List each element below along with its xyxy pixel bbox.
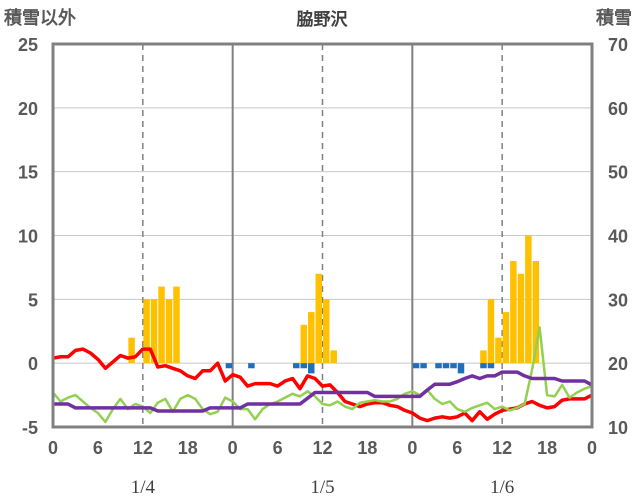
left-tick-label: -5 bbox=[22, 418, 38, 438]
x-tick-label: 12 bbox=[133, 438, 153, 458]
line-series bbox=[52, 326, 593, 424]
bar bbox=[457, 363, 465, 374]
bar bbox=[128, 337, 135, 364]
right-axis-label: 積雪 bbox=[595, 7, 632, 28]
bar bbox=[480, 350, 487, 364]
right-tick-label: 40 bbox=[608, 227, 628, 247]
right-tick-label: 10 bbox=[608, 418, 628, 438]
bar bbox=[442, 363, 450, 369]
bar bbox=[495, 337, 502, 364]
bar bbox=[315, 273, 322, 364]
x-tick-label: 18 bbox=[178, 438, 198, 458]
bar bbox=[293, 363, 300, 369]
series-line bbox=[52, 347, 593, 423]
bar bbox=[300, 324, 308, 364]
bar bbox=[525, 235, 532, 364]
left-tick-label: 10 bbox=[18, 227, 38, 247]
bar bbox=[323, 299, 330, 364]
left-tick-label: 15 bbox=[18, 163, 38, 183]
x-tick-label: 0 bbox=[48, 438, 58, 458]
bar bbox=[480, 363, 487, 369]
bar bbox=[150, 299, 158, 364]
grid bbox=[53, 44, 592, 427]
x-tick-label: 6 bbox=[93, 438, 103, 458]
date-label: 1/6 bbox=[490, 477, 514, 498]
x-tick-label: 12 bbox=[312, 438, 332, 458]
x-tick-label: 18 bbox=[357, 438, 377, 458]
bar bbox=[165, 299, 173, 364]
bar bbox=[308, 312, 315, 364]
left-tick-label: 20 bbox=[18, 99, 38, 119]
bar bbox=[502, 312, 510, 364]
plot-frame bbox=[51, 42, 594, 429]
left-tick-label: 25 bbox=[18, 35, 38, 55]
bar bbox=[412, 363, 420, 369]
x-tick-label: 18 bbox=[537, 438, 557, 458]
left-tick-label: 5 bbox=[28, 290, 38, 310]
date-label: 1/5 bbox=[310, 477, 334, 498]
bar bbox=[510, 261, 517, 364]
bar bbox=[450, 363, 457, 369]
bar bbox=[143, 299, 150, 364]
x-tick-label: 6 bbox=[273, 438, 283, 458]
bar bbox=[158, 286, 165, 364]
bar-series bbox=[128, 235, 540, 374]
bar bbox=[300, 363, 308, 369]
series-line bbox=[53, 370, 593, 413]
bar bbox=[225, 363, 233, 369]
x-tick-label: 12 bbox=[492, 438, 512, 458]
x-tick-label: 0 bbox=[228, 438, 238, 458]
x-tick-label: 0 bbox=[407, 438, 417, 458]
left-axis-label: 積雪以外 bbox=[3, 7, 76, 28]
bar bbox=[517, 273, 525, 364]
x-tick-label: 0 bbox=[587, 438, 597, 458]
right-tick-label: 50 bbox=[608, 163, 628, 183]
bar bbox=[330, 350, 337, 364]
bar bbox=[532, 261, 540, 364]
chart-title: 脇野沢 bbox=[297, 9, 349, 30]
right-tick-label: 20 bbox=[608, 354, 628, 374]
bar bbox=[420, 363, 427, 369]
left-tick-label: 0 bbox=[28, 354, 38, 374]
bar bbox=[308, 363, 315, 374]
right-tick-label: 60 bbox=[608, 99, 628, 119]
right-tick-label: 30 bbox=[608, 290, 628, 310]
x-tick-label: 6 bbox=[452, 438, 462, 458]
date-label: 1/4 bbox=[131, 477, 156, 498]
bar bbox=[173, 286, 180, 364]
bar bbox=[248, 363, 255, 369]
right-tick-label: 70 bbox=[608, 35, 628, 55]
bar bbox=[435, 363, 442, 369]
bar bbox=[487, 299, 495, 364]
bar bbox=[487, 363, 495, 369]
